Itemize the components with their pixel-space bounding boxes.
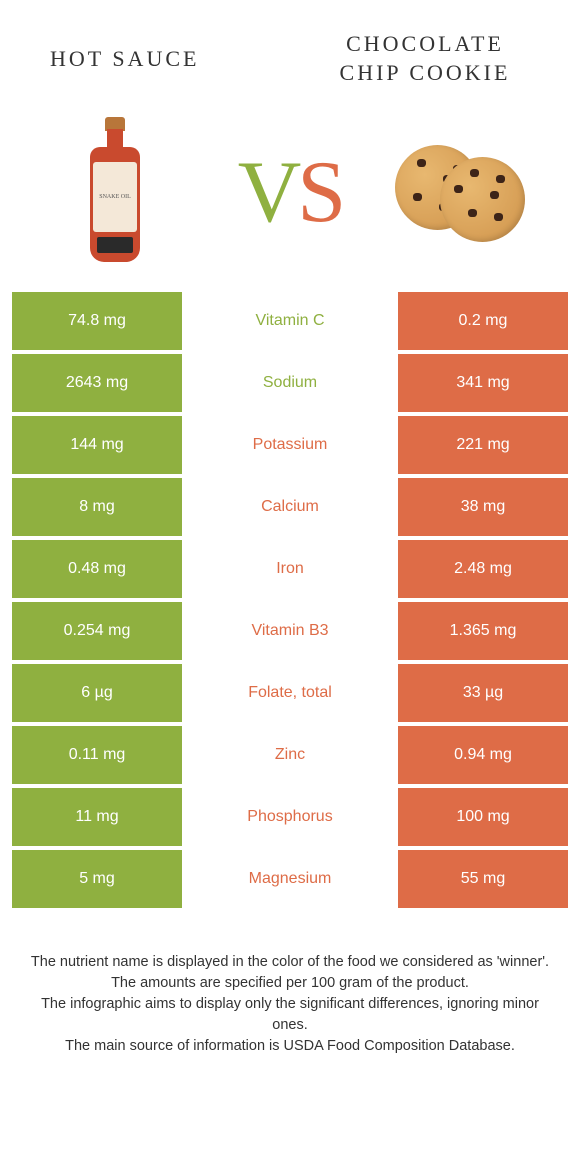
value-right: 341 mg [398,354,568,412]
table-row: 0.254 mgVitamin B31.365 mg [12,602,568,660]
value-right: 0.94 mg [398,726,568,784]
comparison-table: 74.8 mgVitamin C0.2 mg2643 mgSodium341 m… [0,292,580,908]
nutrient-name: Potassium [182,416,398,474]
value-right: 100 mg [398,788,568,846]
footer-line-1: The nutrient name is displayed in the co… [28,952,552,973]
table-row: 144 mgPotassium221 mg [12,416,568,474]
title-cookie-line1: CHOCOLATE [300,30,550,59]
value-left: 5 mg [12,850,182,908]
value-right: 0.2 mg [398,292,568,350]
value-left: 0.48 mg [12,540,182,598]
cookies-icon [395,137,535,247]
table-row: 8 mgCalcium38 mg [12,478,568,536]
table-row: 5 mgMagnesium55 mg [12,850,568,908]
hot-sauce-image: SNAKE OIL [40,112,190,272]
nutrient-name: Sodium [182,354,398,412]
table-row: 11 mgPhosphorus100 mg [12,788,568,846]
nutrient-name: Magnesium [182,850,398,908]
value-left: 2643 mg [12,354,182,412]
cookie-image [390,112,540,272]
vs-v: V [238,144,298,241]
table-row: 74.8 mgVitamin C0.2 mg [12,292,568,350]
vs-s: S [297,144,342,241]
title-cookie-line2: CHIP COOKIE [300,59,550,88]
footer-line-2: The amounts are specified per 100 gram o… [28,973,552,994]
table-row: 6 µgFolate, total33 µg [12,664,568,722]
value-left: 0.254 mg [12,602,182,660]
nutrient-name: Calcium [182,478,398,536]
value-right: 1.365 mg [398,602,568,660]
footer-line-4: The main source of information is USDA F… [28,1036,552,1057]
nutrient-name: Folate, total [182,664,398,722]
title-cookie: CHOCOLATE CHIP COOKIE [300,30,550,87]
value-left: 8 mg [12,478,182,536]
value-right: 38 mg [398,478,568,536]
value-right: 33 µg [398,664,568,722]
nutrient-name: Zinc [182,726,398,784]
table-row: 0.48 mgIron2.48 mg [12,540,568,598]
footer-line-3: The infographic aims to display only the… [28,994,552,1036]
nutrient-name: Iron [182,540,398,598]
title-hot-sauce: HOT SAUCE [30,46,300,72]
nutrient-name: Phosphorus [182,788,398,846]
bottle-label-text: SNAKE OIL [93,162,137,232]
header: HOT SAUCE CHOCOLATE CHIP COOKIE [0,0,580,102]
value-left: 144 mg [12,416,182,474]
value-left: 0.11 mg [12,726,182,784]
nutrient-name: Vitamin B3 [182,602,398,660]
value-right: 55 mg [398,850,568,908]
vs-text: VS [238,142,343,243]
footer-notes: The nutrient name is displayed in the co… [0,912,580,1057]
nutrient-name: Vitamin C [182,292,398,350]
value-right: 221 mg [398,416,568,474]
images-row: SNAKE OIL VS [0,102,580,292]
table-row: 0.11 mgZinc0.94 mg [12,726,568,784]
value-left: 6 µg [12,664,182,722]
value-left: 11 mg [12,788,182,846]
value-right: 2.48 mg [398,540,568,598]
table-row: 2643 mgSodium341 mg [12,354,568,412]
value-left: 74.8 mg [12,292,182,350]
bottle-icon: SNAKE OIL [85,117,145,267]
